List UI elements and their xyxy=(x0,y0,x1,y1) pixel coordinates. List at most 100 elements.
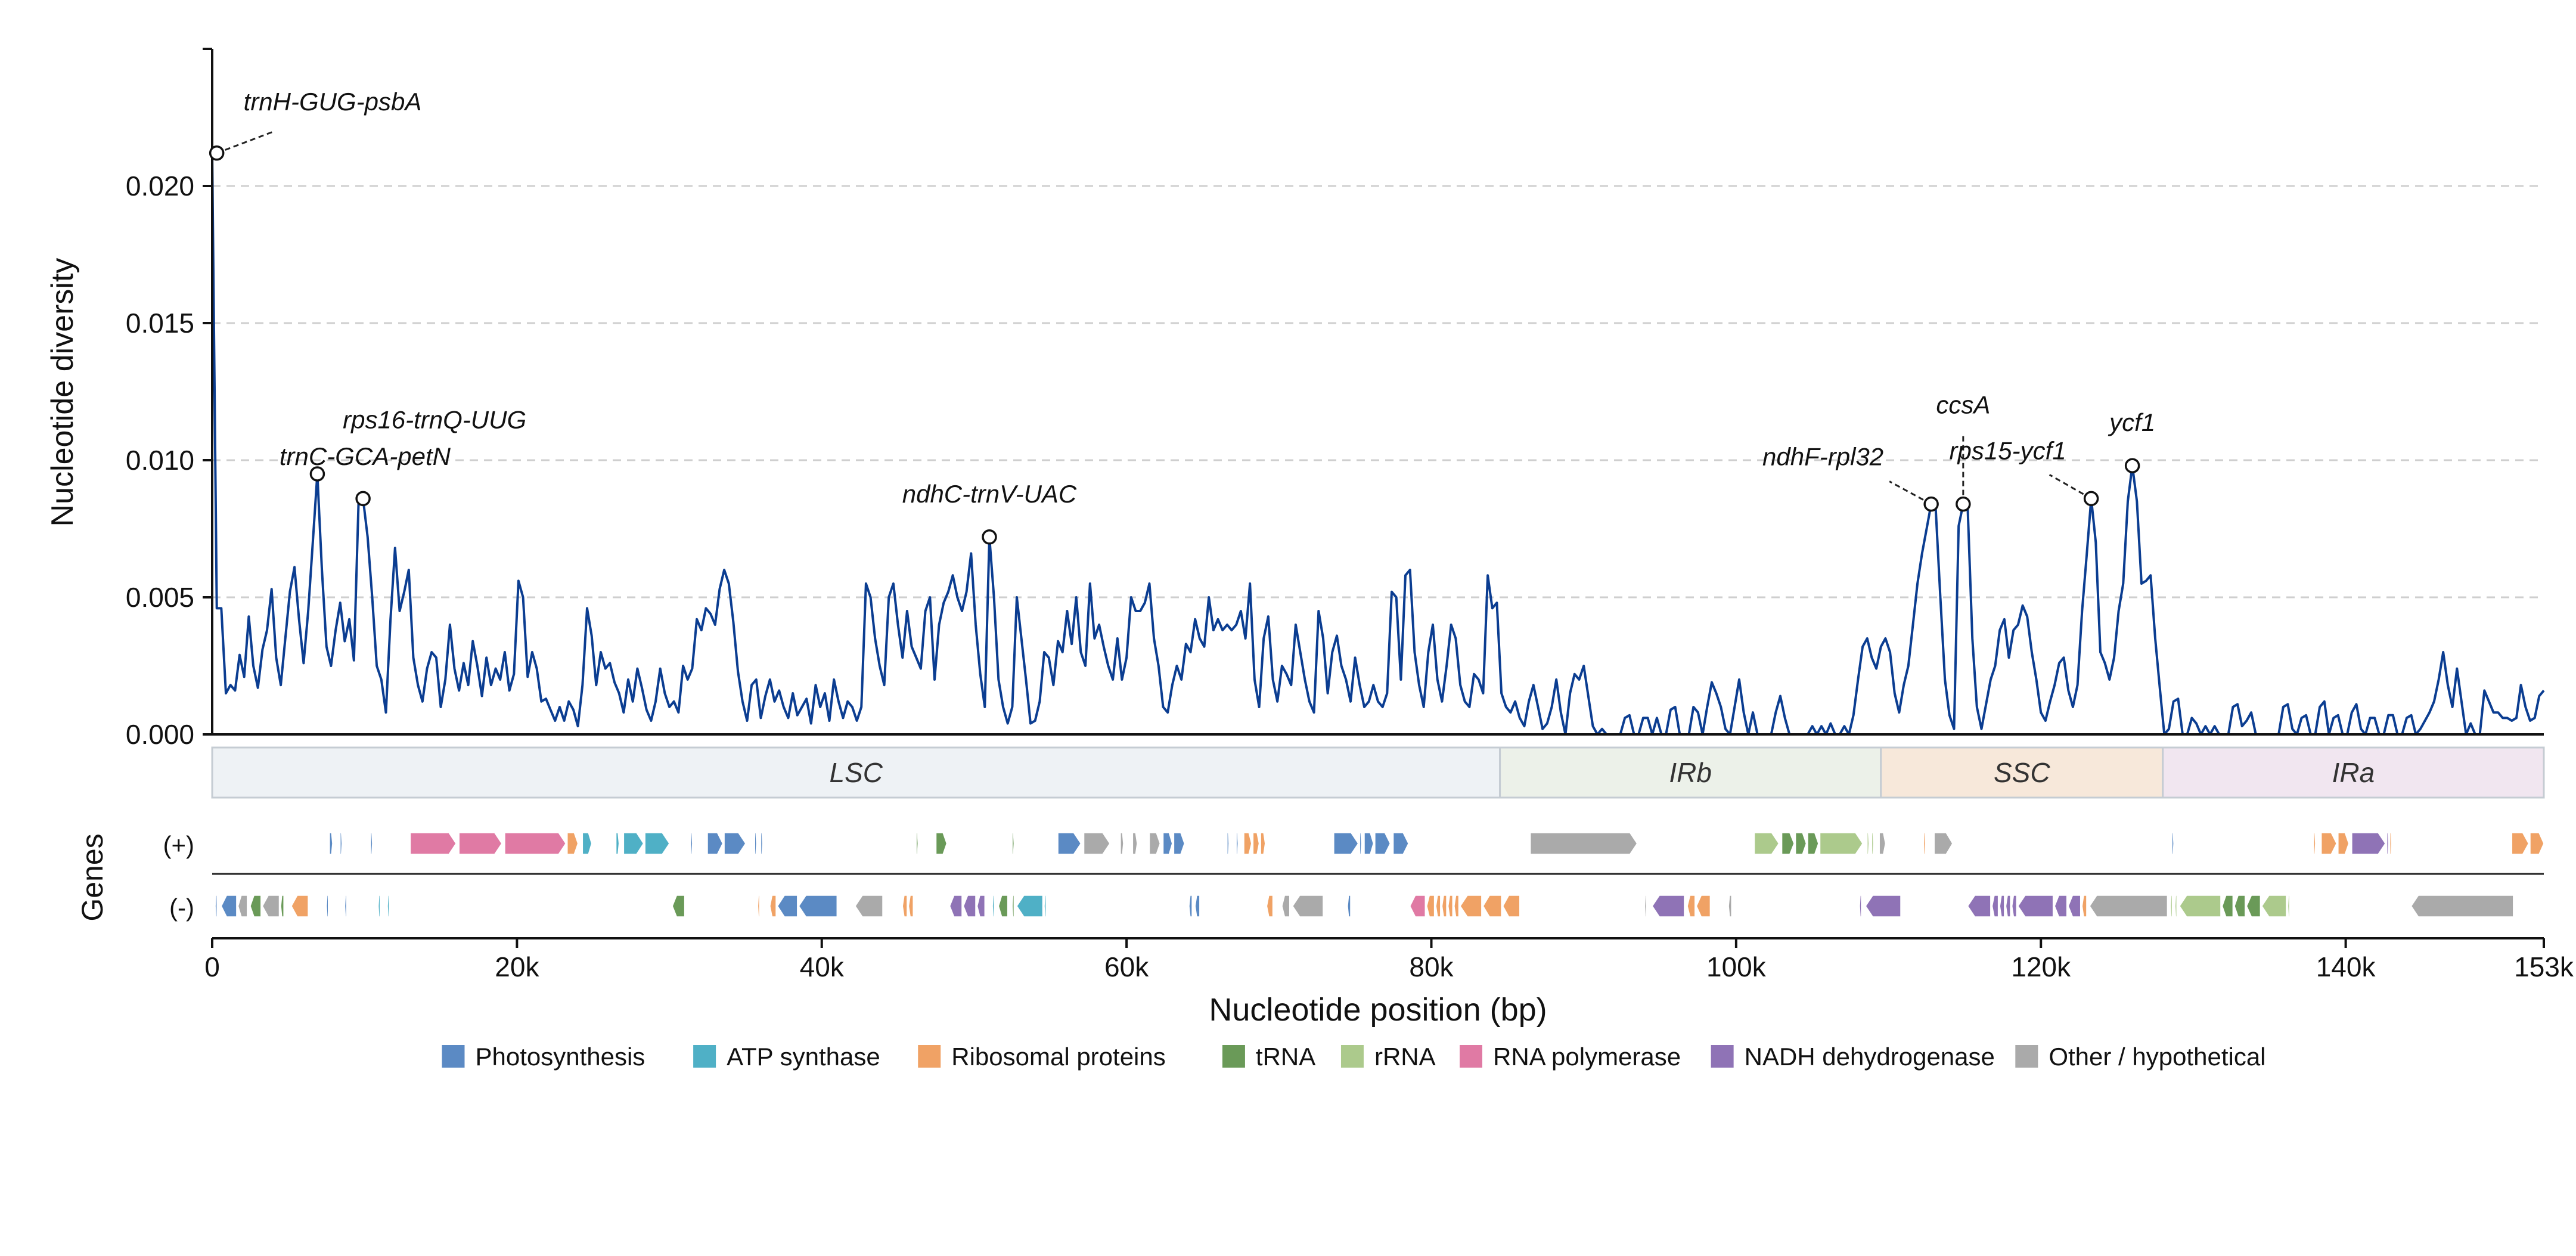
gene-block xyxy=(707,832,724,855)
gene-block xyxy=(1795,832,1807,855)
gene-block xyxy=(777,895,798,917)
gene-block xyxy=(2017,895,2054,917)
gene-block xyxy=(1867,832,1870,855)
legend-swatch xyxy=(442,1045,465,1068)
gene-block xyxy=(2170,895,2173,917)
gene-block xyxy=(2313,832,2316,855)
gene-block xyxy=(409,832,457,855)
gene-block xyxy=(1173,832,1185,855)
gene-block xyxy=(1409,895,1426,917)
gene-block xyxy=(976,895,986,917)
x-tick-label: 0 xyxy=(204,951,220,982)
gene-block xyxy=(2246,895,2261,917)
gene-block xyxy=(1819,832,1863,855)
gene-block xyxy=(1083,832,1110,855)
x-tick-label: 60k xyxy=(1104,951,1149,982)
gene-block xyxy=(291,895,309,917)
gene-block xyxy=(280,895,284,917)
legend-swatch xyxy=(693,1045,716,1068)
gene-block xyxy=(1281,895,1290,917)
gene-block xyxy=(2389,832,2392,855)
gene-block xyxy=(1441,895,1447,917)
legend-label: Other / hypothetical xyxy=(2049,1043,2265,1071)
gene-block xyxy=(1454,895,1460,917)
genes-track-label: Genes xyxy=(76,833,109,921)
gene-block xyxy=(754,832,757,855)
y-tick-label: 0.005 xyxy=(126,582,194,613)
gene-block xyxy=(623,832,644,855)
gene-block xyxy=(1687,895,1696,917)
x-tick-label: 153k xyxy=(2514,951,2574,982)
gene-block xyxy=(1392,832,1409,855)
gene-block xyxy=(1728,895,1732,917)
legend-swatch xyxy=(1711,1045,1734,1068)
y-axis-label: Nucleotide diversity xyxy=(45,258,80,527)
legend-swatch xyxy=(2015,1045,2038,1068)
legend-label: Photosynthesis xyxy=(475,1043,645,1071)
gene-block xyxy=(2054,895,2068,917)
gene-block xyxy=(908,895,914,917)
peak-marker xyxy=(2124,458,2140,473)
peak-marker xyxy=(209,145,225,161)
gene-block xyxy=(1967,895,1991,917)
gene-block xyxy=(1374,832,1391,855)
gene-block xyxy=(326,895,329,917)
gene-block xyxy=(1011,832,1015,855)
gene-block xyxy=(2320,832,2338,855)
annotation-leader xyxy=(1889,480,1932,505)
gene-block xyxy=(1188,895,1193,917)
gene-block xyxy=(855,895,883,917)
gene-block xyxy=(992,895,995,917)
annotation-leader xyxy=(2049,474,2092,500)
gene-block xyxy=(1807,832,1819,855)
gene-block xyxy=(582,832,592,855)
grid-lines xyxy=(212,185,2544,598)
gene-block xyxy=(221,895,237,917)
gene-block xyxy=(949,895,963,917)
diversity-series xyxy=(211,153,2545,736)
legend-label: RNA polymerase xyxy=(1493,1043,1681,1071)
gene-block xyxy=(1359,832,1363,855)
gene-block xyxy=(504,832,567,855)
gene-block xyxy=(2171,832,2174,855)
gene-block xyxy=(1991,895,1999,917)
gene-block xyxy=(1879,832,1886,855)
gene-block xyxy=(769,895,777,917)
genome-regions: LSC IRb SSC IRa xyxy=(211,746,2545,799)
gene-block xyxy=(2351,832,2386,855)
legend-label: rRNA xyxy=(1374,1043,1436,1071)
x-tick-label: 100k xyxy=(1706,951,1767,982)
gene-block xyxy=(377,895,381,917)
minus-strand-label: (-) xyxy=(169,894,194,922)
peak-marker xyxy=(309,466,325,482)
gene-block xyxy=(1347,895,1351,917)
gene-block xyxy=(1435,895,1441,917)
gene-block xyxy=(690,832,693,855)
x-tick-label: 120k xyxy=(2011,951,2071,982)
region-label: LSC xyxy=(830,757,883,788)
legend-swatch xyxy=(1340,1045,1364,1068)
gene-block xyxy=(1162,832,1173,855)
gene-block xyxy=(1482,895,1502,917)
gene-block xyxy=(1252,832,1260,855)
gene-block xyxy=(1753,832,1780,855)
gene-block xyxy=(566,832,579,855)
gene-block xyxy=(1292,895,1324,917)
peak-annotation-label: rps16-trnQ-UUG xyxy=(343,405,526,433)
gene-block xyxy=(672,895,685,917)
axes: 0.000 0.005 0.010 0.015 0.020 0 20k 40k 60k 80k 10… xyxy=(126,48,2574,982)
gene-block xyxy=(1865,895,1901,917)
gene-block xyxy=(2386,832,2389,855)
gene-block xyxy=(1236,832,1239,855)
gene-block xyxy=(1696,895,1711,917)
peak-annotation-label: trnH-GUG-psbA xyxy=(244,88,422,116)
gene-block xyxy=(644,832,670,855)
peak-marker xyxy=(2083,491,2099,507)
peak-marker xyxy=(1923,496,1939,512)
gene-block xyxy=(340,832,343,855)
gene-block xyxy=(998,895,1008,917)
gene-block xyxy=(2174,895,2177,917)
gene-block xyxy=(2530,832,2544,855)
